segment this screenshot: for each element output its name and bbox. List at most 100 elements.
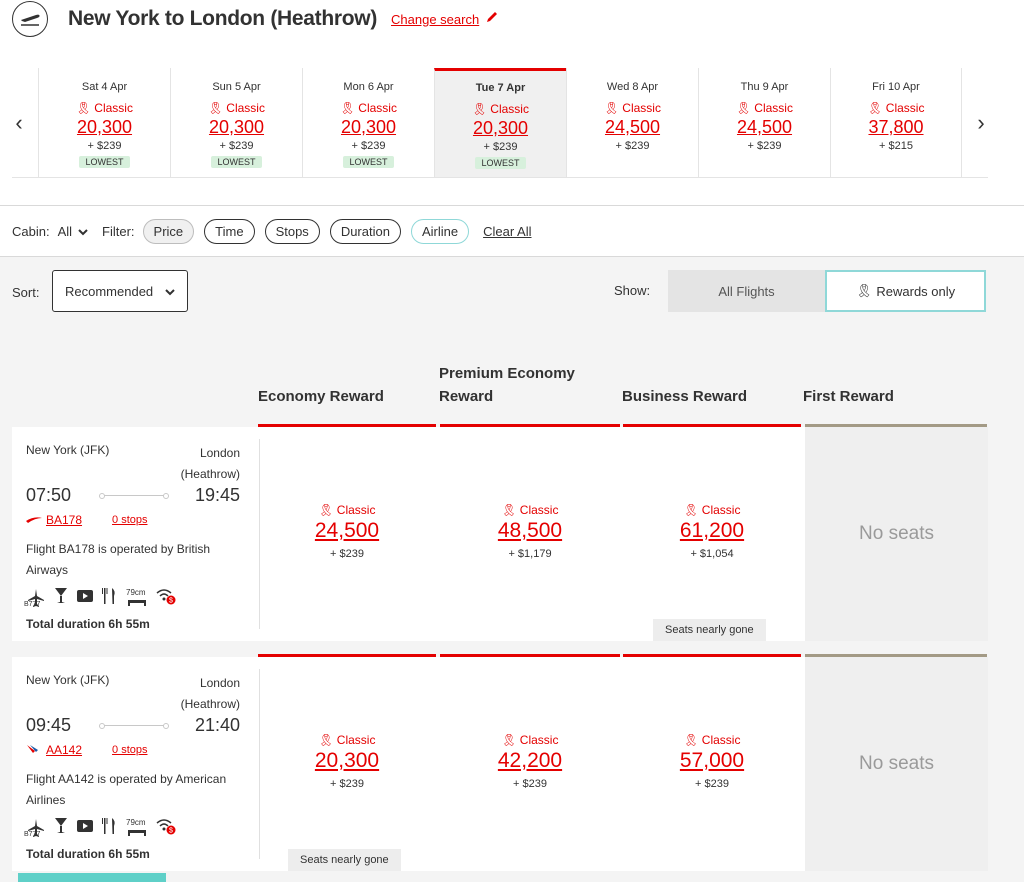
business-fare-cell[interactable]: 🎗 Classic 61,200 + $1,054 xyxy=(623,427,801,641)
fare-class: Classic xyxy=(701,503,741,517)
entertainment-icon xyxy=(76,589,94,606)
date-option-mon-6-apr[interactable]: Mon 6 Apr 🎗 Classic 20,300 + $239 LOWEST xyxy=(302,68,434,178)
all-flights-option[interactable]: All Flights xyxy=(668,270,825,312)
award-ribbon-icon: 🎗 xyxy=(472,102,488,116)
flight-number-link[interactable]: AA142 xyxy=(46,743,83,757)
show-label: Show: xyxy=(614,283,651,298)
fare-class: Classic xyxy=(885,101,925,115)
page-title: New York to London (Heathrow) xyxy=(68,7,378,30)
economy-fare-cell[interactable]: 🎗 Classic 20,300 + $239 xyxy=(258,657,436,871)
entertainment-icon xyxy=(76,819,94,836)
date-option-fri-10-apr[interactable]: Fri 10 Apr 🎗 Classic 37,800 + $215 xyxy=(830,68,962,178)
stops-link[interactable]: 0 stops xyxy=(112,744,148,756)
award-ribbon-icon: 🎗 xyxy=(855,283,873,298)
chevron-left-icon[interactable]: ‹ xyxy=(15,110,23,135)
award-ribbon-icon: 🎗 xyxy=(867,101,883,115)
arrival-time: 19:45 xyxy=(194,485,240,505)
cabin-dropdown[interactable]: All xyxy=(58,224,88,239)
fare-tax: + $239 xyxy=(695,778,729,790)
column-accent-line xyxy=(805,424,987,427)
date-option-sat-4-apr[interactable]: Sat 4 Apr 🎗 Classic 20,300 + $239 LOWEST xyxy=(38,68,170,178)
rewards-only-label: Rewards only xyxy=(876,283,956,299)
award-ribbon-icon: 🎗 xyxy=(683,733,699,747)
svg-text:$: $ xyxy=(169,598,173,605)
filter-stops-button[interactable]: Stops xyxy=(264,218,320,244)
drinks-icon xyxy=(54,587,68,608)
route-line xyxy=(99,493,169,499)
column-title-line-2: Reward xyxy=(439,388,494,405)
date-points: 20,300 xyxy=(76,117,133,137)
first-fare-cell: No seats xyxy=(805,657,988,871)
date-option-sun-5-apr[interactable]: Sun 5 Apr 🎗 Classic 20,300 + $239 LOWEST xyxy=(170,68,302,178)
first-fare-cell: No seats xyxy=(805,427,988,641)
destination-city: London xyxy=(199,446,240,460)
wifi-paid-icon: $ xyxy=(156,817,176,838)
fare-class: Classic xyxy=(226,101,265,115)
business-fare-cell[interactable]: 🎗 Classic 57,000 + $239 xyxy=(623,657,801,871)
column-accent-line xyxy=(623,654,801,657)
column-accent-line xyxy=(440,424,620,427)
meal-icon xyxy=(102,817,118,838)
all-flights-label: All Flights xyxy=(718,283,775,299)
flight-number-link[interactable]: BA178 xyxy=(46,513,83,527)
select-button-partial[interactable] xyxy=(18,873,166,882)
fare-class: Classic xyxy=(519,503,559,517)
filter-time-button[interactable]: Time xyxy=(204,218,255,244)
change-search-link[interactable]: Change search xyxy=(391,11,480,27)
column-business-reward: Business Reward xyxy=(622,366,802,426)
date-option-thu-9-apr[interactable]: Thu 9 Apr 🎗 Classic 24,500 + $239 xyxy=(698,68,830,178)
amenities: B777 79cm $ xyxy=(24,817,176,838)
award-ribbon-icon: 🎗 xyxy=(501,503,517,517)
filter-duration-button[interactable]: Duration xyxy=(329,218,401,244)
aircraft-icon: B777 xyxy=(24,818,46,838)
fare-points: 57,000 xyxy=(679,749,745,772)
sort-select[interactable]: Recommended xyxy=(52,270,188,312)
chevron-right-icon[interactable]: › xyxy=(977,110,985,135)
column-title: First Reward xyxy=(803,388,894,405)
filter-airline-button[interactable]: Airline xyxy=(410,218,470,244)
fare-points: 61,200 xyxy=(679,519,745,542)
date-points: 24,500 xyxy=(736,117,793,137)
date-option-wed-8-apr[interactable]: Wed 8 Apr 🎗 Classic 24,500 + $239 xyxy=(566,68,698,178)
date-points: 37,800 xyxy=(868,117,924,137)
filter-price-button[interactable]: Price xyxy=(142,218,195,244)
column-premium-economy-reward: Premium Economy Reward xyxy=(439,365,621,426)
fare-points: 42,200 xyxy=(497,749,563,772)
date-points: 20,300 xyxy=(340,117,397,137)
award-ribbon-icon: 🎗 xyxy=(318,503,334,517)
stops-link[interactable]: 0 stops xyxy=(112,514,148,526)
chevron-down-icon xyxy=(78,224,88,239)
rewards-only-option[interactable]: 🎗 Rewards only xyxy=(825,270,986,312)
flight-details: New York (JFK) London (Heathrow) 07:50 1… xyxy=(12,427,259,641)
economy-fare-cell[interactable]: 🎗 Classic 24,500 + $239 xyxy=(258,427,436,641)
top-panel: New York to London (Heathrow) Change sea… xyxy=(0,0,1024,205)
premium-fare-cell[interactable]: 🎗 Classic 48,500 + $1,179 xyxy=(440,427,620,641)
fare-tax: + $239 xyxy=(330,778,364,790)
sort-value: Recommended xyxy=(65,283,154,299)
date-label: Mon 6 Apr xyxy=(343,81,394,93)
column-title: Economy Reward xyxy=(258,388,384,405)
date-label: Fri 10 Apr xyxy=(872,81,920,93)
origin-airport: New York (JFK) xyxy=(26,443,110,457)
premium-fare-cell[interactable]: 🎗 Classic 42,200 + $239 xyxy=(440,657,620,871)
total-duration: Total duration 6h 55m xyxy=(26,617,150,631)
pencil-icon[interactable] xyxy=(485,10,499,29)
seat-pitch-value: 79cm xyxy=(126,587,146,597)
fare-tax: + $239 xyxy=(513,778,547,790)
meal-icon xyxy=(102,587,118,608)
fare-points: 48,500 xyxy=(497,519,563,542)
filter-bar: Cabin: All Filter: Price Time Stops Dura… xyxy=(0,205,1024,257)
date-option-tue-7-apr[interactable]: Tue 7 Apr 🎗 Classic 20,300 + $239 LOWEST xyxy=(434,68,566,178)
sort-label: Sort: xyxy=(12,285,40,300)
fare-class: Classic xyxy=(490,102,529,116)
fare-class: Classic xyxy=(336,503,376,517)
fare-tax: + $1,054 xyxy=(690,548,734,560)
british-airways-logo-icon xyxy=(26,513,42,527)
column-title: Premium Economy xyxy=(439,365,575,382)
departure-time: 09:45 xyxy=(26,715,72,735)
flight-card-aa142: New York (JFK) London (Heathrow) 09:45 2… xyxy=(12,657,988,871)
fare-class: Classic xyxy=(358,101,397,115)
clear-all-link[interactable]: Clear All xyxy=(483,223,532,239)
award-ribbon-icon: 🎗 xyxy=(501,733,517,747)
chevron-down-icon xyxy=(165,284,175,299)
